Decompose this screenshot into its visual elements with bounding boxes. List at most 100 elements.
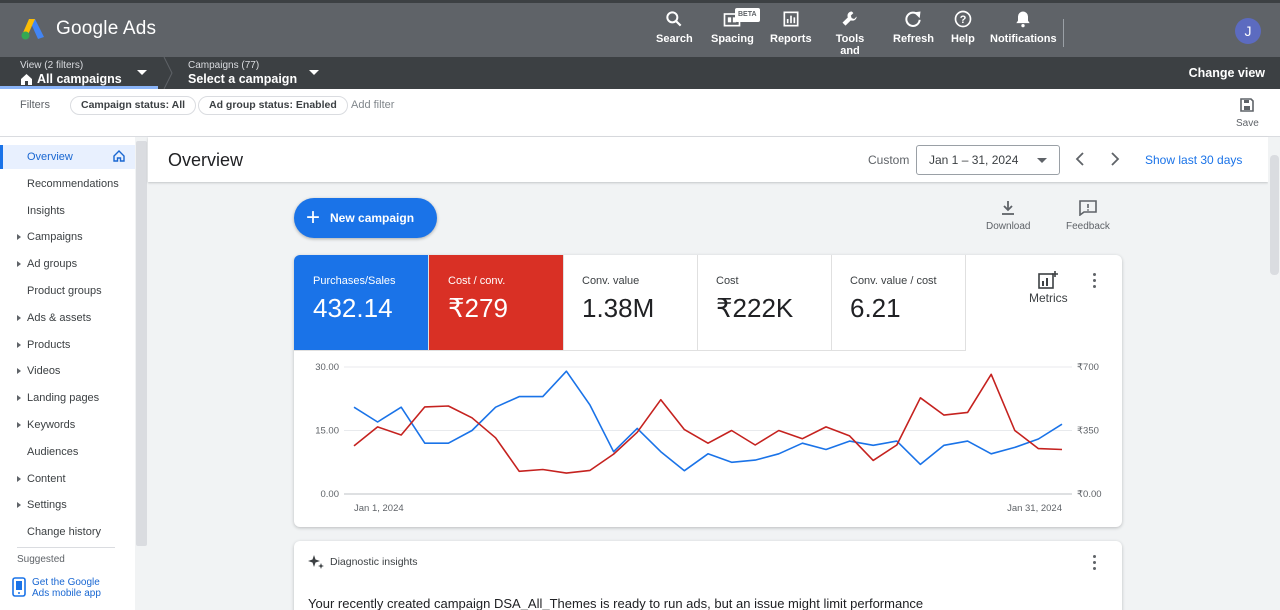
metric-value: 432.14 [313,293,393,323]
sidebar-item-videos[interactable]: Videos [0,359,135,383]
next-period-icon[interactable] [1109,151,1121,167]
sidebar-item-ads-assets[interactable]: Ads & assets [0,306,135,330]
help-button[interactable]: ? Help [951,9,975,45]
feedback-label: Feedback [1066,221,1110,232]
sidebar-item-label: Content [27,472,66,485]
phone-icon [12,577,26,597]
new-campaign-button[interactable]: + New campaign [294,198,437,238]
beta-badge: BETA [735,8,760,22]
metric-tile-cost-conv-[interactable]: Cost / conv. ₹279 [429,255,564,351]
refresh-button[interactable]: Refresh [893,9,934,45]
sidebar-item-change-history[interactable]: Change history [0,520,135,544]
sidebar-item-label: Overview [27,151,73,163]
view-dropdown-caret-icon[interactable] [137,70,147,75]
save-button[interactable]: Save [1236,97,1259,129]
plus-icon: + [306,204,321,231]
change-view-button[interactable]: Change view [1188,66,1265,80]
mobile-app-link[interactable]: Get the Google Ads mobile app [12,577,101,599]
feedback-button[interactable]: Feedback [1066,200,1110,232]
expand-arrow-icon [17,502,21,509]
metrics-button[interactable]: Metrics [1029,271,1068,305]
sidebar-item-label: Recommendations [27,177,119,190]
add-filter-button[interactable]: Add filter [351,99,395,111]
view-selector[interactable]: View (2 filters) All campaigns [20,60,122,86]
y-right-tick-label: ₹700 [1077,362,1099,373]
sidebar-item-landing-pages[interactable]: Landing pages [0,386,135,410]
show-last-30-days-link[interactable]: Show last 30 days [1145,153,1243,167]
save-icon [1240,98,1255,112]
y-right-tick-label: ₹0.00 [1077,489,1102,500]
sidebar-item-products[interactable]: Products [0,333,135,357]
help-label: Help [951,33,975,45]
chart-series-line-purchases [353,370,1063,472]
metric-tile-conv-value-cost[interactable]: Conv. value / cost 6.21 [831,255,966,351]
spacing-label: Spacing [711,33,754,45]
date-range-picker[interactable]: Jan 1 – 31, 2024 [916,145,1060,175]
sidebar-item-keywords[interactable]: Keywords [0,413,135,437]
notifications-button[interactable]: Notifications [990,9,1057,45]
expand-arrow-icon [17,475,21,482]
google-ads-logo[interactable]: Google Ads [20,17,156,41]
date-dropdown-caret-icon [1037,158,1047,163]
sidebar-item-product-groups[interactable]: Product groups [0,279,135,303]
sidebar-scrollbar-thumb[interactable] [136,141,147,546]
spacing-button[interactable]: BETA Spacing [711,8,760,45]
main-scrollbar-thumb[interactable] [1270,155,1279,275]
metric-label: Conv. value / cost [850,275,937,287]
x-end-label: Jan 31, 2024 [1007,503,1062,514]
campaign-dropdown-caret-icon[interactable] [309,70,319,75]
chart-series-line-cost-per-conv [353,373,1063,474]
search-button[interactable]: Search [656,9,693,45]
download-button[interactable]: Download [986,200,1030,232]
filter-chip-ad-group-status[interactable]: Ad group status: Enabled [198,96,348,115]
reports-button[interactable]: Reports [770,9,812,45]
filters-label: Filters [20,99,50,111]
sidebar-item-recommendations[interactable]: Recommendations [0,172,135,196]
metric-label: Cost [716,275,739,287]
search-label: Search [656,33,693,45]
metric-value: 6.21 [850,293,901,323]
sidebar-item-content[interactable]: Content [0,467,135,491]
sidebar-item-campaigns[interactable]: Campaigns [0,225,135,249]
refresh-icon [905,11,922,27]
google-ads-logo-icon [21,19,44,40]
expand-arrow-icon [17,395,21,402]
overview-home-icon [113,150,125,162]
avatar[interactable]: J [1235,18,1261,44]
sidebar-item-audiences[interactable]: Audiences [0,440,135,464]
sidebar-item-label: Videos [27,365,61,378]
metric-tile-purchases-sales[interactable]: Purchases/Sales 432.14 [294,255,429,351]
filter-chip-campaign-status[interactable]: Campaign status: All [70,96,197,115]
campaign-selector[interactable]: Campaigns (77) Select a campaign [188,60,297,86]
chart-more-options-icon[interactable] [1093,273,1097,288]
sidebar-item-label: Landing pages [27,392,100,405]
download-label: Download [986,221,1031,232]
overview-header: Overview Custom Jan 1 – 31, 2024 Show la… [148,137,1268,182]
page-title: Overview [168,150,244,170]
metric-value: ₹279 [448,293,508,323]
sidebar-item-settings[interactable]: Settings [0,493,135,517]
sidebar-item-label: Insights [27,204,65,217]
sidebar-item-label: Products [27,338,71,351]
mobile-app-line2: Ads mobile app [32,588,101,599]
sidebar-item-label: Settings [27,499,67,512]
metric-tile-cost[interactable]: Cost ₹222K [697,255,832,351]
campaign-selector-label: Select a campaign [188,72,298,86]
help-icon: ? [954,10,972,28]
breadcrumb-chevron-icon [163,57,173,89]
previous-period-icon[interactable] [1074,151,1086,167]
diagnostic-title: Diagnostic insights [330,556,418,568]
sidebar-item-insights[interactable]: Insights [0,199,135,223]
sidebar-item-overview[interactable]: Overview [0,145,135,169]
expand-arrow-icon [17,234,21,241]
performance-line-chart: 30.00 ₹700 15.00 ₹350 0.00 ₹0.00 Jan 1, 2024 Ja… [315,362,1102,514]
sidebar-item-label: Change history [27,526,101,539]
sidebar-item-ad-groups[interactable]: Ad groups [0,252,135,276]
new-campaign-label: New campaign [330,211,415,225]
search-icon [666,11,682,27]
diagnostic-insights-card: Diagnostic insights Your recently create… [294,541,1122,610]
left-navigation: Overview Recommendations Insights Campaigns… [0,137,148,610]
top-app-bar: Google Ads Search BETA Spacing Reports T… [0,0,1280,69]
diagnostic-more-options-icon[interactable] [1093,555,1097,570]
metric-tile-conv-value[interactable]: Conv. value 1.38M [563,255,698,351]
